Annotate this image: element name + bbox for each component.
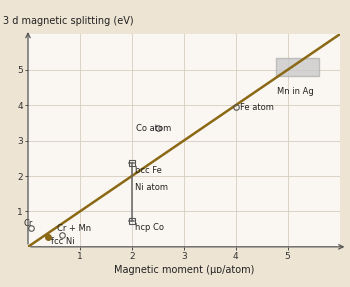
X-axis label: Magnetic moment (μᴅ/atom): Magnetic moment (μᴅ/atom): [113, 265, 254, 275]
Text: hcp Co: hcp Co: [135, 223, 164, 232]
Text: Co atom: Co atom: [136, 124, 171, 133]
Text: Fe atom: Fe atom: [240, 102, 274, 112]
Text: Mn in Ag: Mn in Ag: [277, 87, 314, 96]
Text: Ni atom: Ni atom: [135, 183, 168, 192]
Text: Cr: Cr: [24, 219, 33, 228]
Text: fcc Ni: fcc Ni: [51, 237, 75, 246]
Text: 3 d magnetic splitting (eV): 3 d magnetic splitting (eV): [3, 16, 134, 26]
Text: bcc Fe: bcc Fe: [135, 166, 162, 175]
Bar: [276, 58, 319, 76]
Text: Cr + Mn: Cr + Mn: [57, 224, 91, 233]
